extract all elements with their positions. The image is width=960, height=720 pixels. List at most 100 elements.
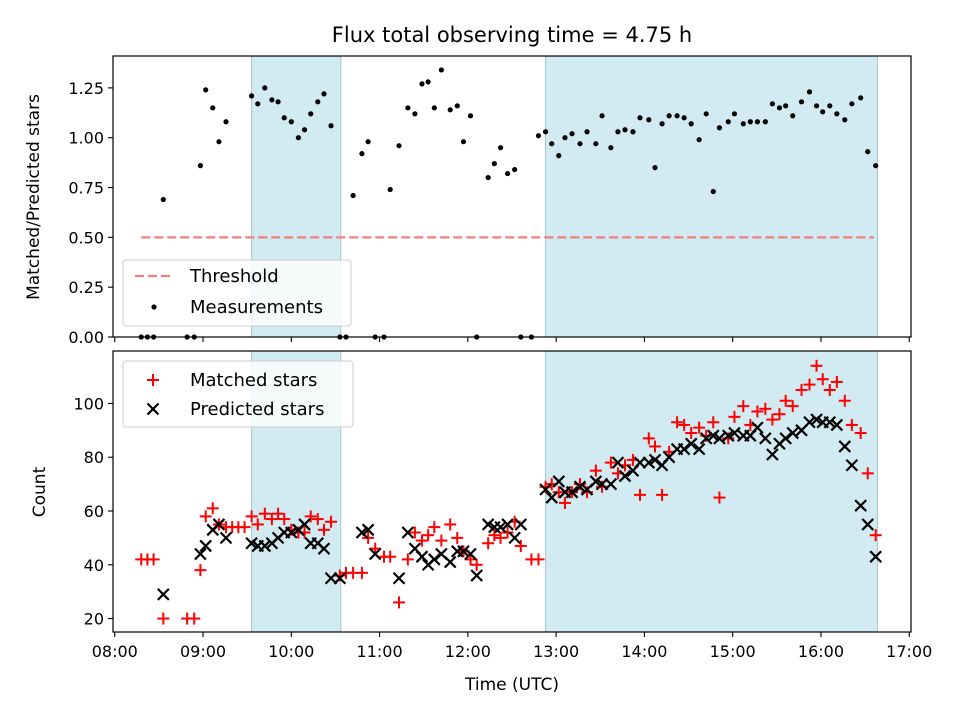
count-y-tick-label: 60 bbox=[84, 502, 104, 521]
count-x-tick-label: 16:00 bbox=[798, 642, 844, 661]
measurement-point bbox=[412, 111, 418, 117]
measurement-point bbox=[820, 109, 826, 115]
matched-point bbox=[861, 467, 874, 480]
measurement-point bbox=[160, 196, 166, 203]
predicted-point bbox=[157, 588, 170, 601]
count-x-tick-label: 12:00 bbox=[445, 642, 491, 661]
measurement-point bbox=[197, 163, 203, 169]
measurement-point bbox=[599, 113, 605, 119]
matched-point bbox=[685, 427, 698, 440]
measurement-point bbox=[842, 117, 848, 123]
measurement-point bbox=[210, 105, 216, 111]
matched-point bbox=[589, 464, 602, 477]
matched-point bbox=[258, 507, 271, 520]
count-x-tick-label: 08:00 bbox=[92, 642, 138, 661]
measurement-point bbox=[769, 101, 776, 107]
predicted-point bbox=[333, 571, 347, 585]
predicted-point bbox=[199, 539, 212, 553]
measurement-point bbox=[577, 141, 583, 147]
predicted-point bbox=[464, 547, 477, 561]
matched-point bbox=[713, 491, 726, 504]
matched-point bbox=[604, 456, 617, 469]
matched-point bbox=[786, 400, 799, 413]
predicted-point bbox=[692, 442, 706, 456]
matched-point bbox=[671, 416, 684, 429]
matched-point bbox=[482, 537, 495, 550]
measurement-point bbox=[447, 107, 453, 113]
matched-point bbox=[773, 408, 786, 421]
measurement-point bbox=[248, 93, 255, 99]
measurement-point bbox=[359, 151, 365, 157]
count-y-tick-label: 40 bbox=[84, 556, 104, 575]
predicted-point bbox=[415, 550, 429, 563]
measurement-point bbox=[703, 111, 709, 117]
count-x-tick-label: 09:00 bbox=[180, 642, 226, 661]
matched-point bbox=[428, 521, 441, 534]
matched-point bbox=[408, 526, 421, 539]
count-panel: 20 40 60 80 100 08:00 09:00 10:00 11:00 12:00 13:… bbox=[30, 350, 932, 695]
legend-matched-swatch bbox=[147, 374, 159, 386]
measurement-point bbox=[438, 67, 444, 73]
matched-point bbox=[238, 521, 251, 534]
matched-point bbox=[501, 526, 514, 539]
measurement-point bbox=[288, 119, 294, 125]
ratio-legend: Threshold Measurements bbox=[122, 259, 352, 327]
measurement-point bbox=[262, 85, 268, 91]
measurement-point bbox=[405, 105, 411, 111]
ratio-panel: 0.00 0.25 0.50 0.75 1.00 1.25 Flux total obse… bbox=[24, 23, 912, 347]
measurement-point bbox=[535, 133, 542, 139]
measurement-point bbox=[584, 129, 590, 135]
measurement-point bbox=[666, 113, 672, 119]
matched-point bbox=[451, 531, 464, 544]
measurement-point bbox=[674, 113, 680, 119]
measurement-point bbox=[281, 115, 287, 121]
count-x-tick-label: 11:00 bbox=[357, 642, 403, 661]
measurement-point bbox=[512, 166, 518, 173]
predicted-point bbox=[699, 432, 713, 445]
measurement-point bbox=[365, 139, 371, 145]
matched-point bbox=[401, 553, 414, 566]
matched-point bbox=[325, 515, 338, 528]
measurement-point bbox=[858, 95, 864, 101]
matched-point bbox=[494, 531, 507, 544]
matched-point bbox=[633, 488, 646, 501]
measurement-point bbox=[659, 121, 665, 127]
predicted-point bbox=[219, 531, 233, 545]
predicted-point bbox=[830, 418, 844, 432]
matched-point bbox=[678, 418, 691, 431]
matched-point bbox=[444, 518, 457, 531]
predicted-point bbox=[869, 550, 882, 563]
measurement-point bbox=[556, 153, 562, 159]
measurement-point bbox=[716, 125, 723, 131]
measurement-point bbox=[549, 141, 555, 147]
ratio-y-tick-label: 0.00 bbox=[68, 328, 104, 347]
ratio-y-tick-label: 0.25 bbox=[68, 278, 104, 297]
matched-point bbox=[199, 510, 212, 523]
matched-point bbox=[737, 400, 750, 413]
matched-point bbox=[147, 553, 160, 566]
measurement-point bbox=[497, 145, 504, 151]
measurement-point bbox=[485, 174, 491, 181]
matched-point bbox=[435, 534, 448, 547]
legend-predicted-label: Predicted stars bbox=[190, 399, 324, 420]
matched-point bbox=[693, 421, 706, 434]
predicted-point bbox=[713, 432, 726, 445]
matched-point bbox=[157, 612, 170, 625]
measurement-point bbox=[615, 129, 621, 135]
ratio-y-tick-label: 1.00 bbox=[68, 129, 104, 148]
predicted-point bbox=[759, 432, 772, 445]
matched-point bbox=[759, 402, 772, 415]
predicted-point bbox=[565, 485, 579, 499]
legend-predicted-marker bbox=[146, 402, 160, 416]
matched-point bbox=[206, 502, 219, 515]
predicted-point bbox=[573, 480, 587, 494]
predicted-point bbox=[728, 426, 741, 440]
predicted-point bbox=[501, 518, 514, 531]
legend-measurements-label: Measurements bbox=[190, 297, 323, 318]
measurement-point bbox=[798, 99, 805, 105]
count-x-tick-label: 14:00 bbox=[621, 642, 667, 661]
predicted-point bbox=[258, 539, 272, 553]
measurement-point bbox=[308, 111, 314, 117]
count-x-axis-label: Time (UTC) bbox=[464, 675, 559, 695]
